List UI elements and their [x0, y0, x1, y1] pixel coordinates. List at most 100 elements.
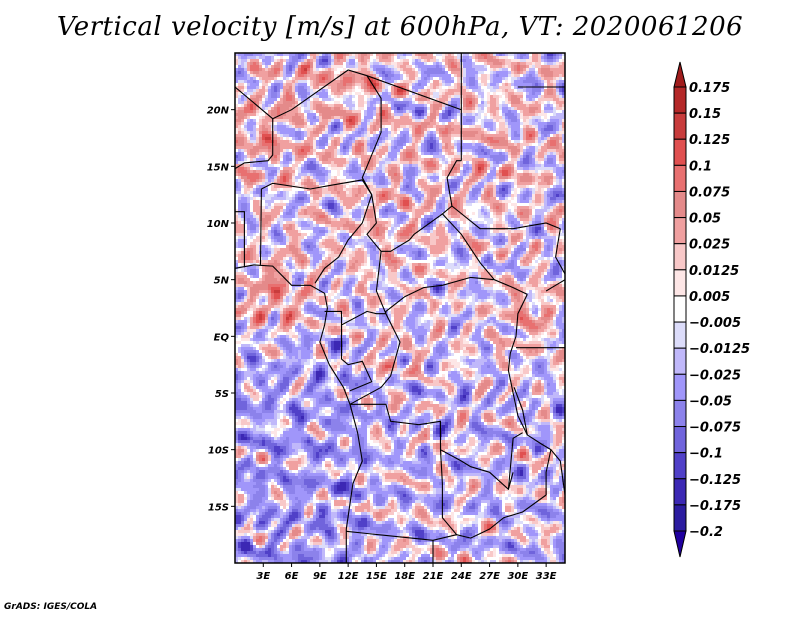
- field-cell: [526, 107, 529, 110]
- field-cell: [541, 59, 544, 62]
- field-cell: [475, 113, 478, 116]
- field-cell: [277, 62, 280, 65]
- field-cell: [397, 71, 400, 74]
- field-cell: [352, 62, 355, 65]
- field-cell: [349, 80, 352, 83]
- field-cell: [286, 146, 289, 149]
- field-cell: [451, 56, 454, 59]
- field-cell: [253, 110, 256, 113]
- field-cell: [256, 119, 259, 122]
- field-cell: [547, 164, 550, 167]
- field-cell: [424, 110, 427, 113]
- field-cell: [559, 173, 562, 176]
- field-cell: [490, 152, 493, 155]
- field-cell: [256, 170, 259, 173]
- field-cell: [274, 71, 277, 74]
- field-cell: [451, 176, 454, 179]
- field-cell: [451, 158, 454, 161]
- field-cell: [430, 137, 433, 140]
- field-cell: [319, 134, 322, 137]
- field-cell: [310, 122, 313, 125]
- field-cell: [292, 170, 295, 173]
- field-cell: [397, 140, 400, 143]
- field-cell: [325, 122, 328, 125]
- field-cell: [274, 68, 277, 71]
- field-cell: [517, 170, 520, 173]
- field-cell: [436, 65, 439, 68]
- field-cell: [466, 77, 469, 80]
- field-cell: [385, 125, 388, 128]
- field-cell: [319, 56, 322, 59]
- field-cell: [286, 122, 289, 125]
- field-cell: [469, 182, 472, 185]
- field-cell: [259, 158, 262, 161]
- field-cell: [469, 80, 472, 83]
- field-cell: [283, 152, 286, 155]
- field-cell: [367, 53, 370, 56]
- field-cell: [550, 116, 553, 119]
- field-cell: [421, 71, 424, 74]
- field-cell: [529, 185, 532, 188]
- field-cell: [343, 188, 346, 191]
- field-cell: [544, 53, 547, 56]
- field-cell: [337, 185, 340, 188]
- field-cell: [394, 65, 397, 68]
- field-cell: [331, 152, 334, 155]
- field-cell: [358, 134, 361, 137]
- field-cell: [355, 128, 358, 131]
- field-cell: [274, 110, 277, 113]
- field-cell: [304, 68, 307, 71]
- field-cell: [373, 185, 376, 188]
- field-cell: [562, 62, 565, 65]
- field-cell: [439, 71, 442, 74]
- field-cell: [310, 74, 313, 77]
- field-cell: [379, 62, 382, 65]
- field-cell: [298, 173, 301, 176]
- field-cell: [544, 161, 547, 164]
- field-cell: [496, 176, 499, 179]
- field-cell: [391, 104, 394, 107]
- field-cell: [502, 119, 505, 122]
- field-cell: [247, 188, 250, 191]
- field-cell: [244, 122, 247, 125]
- field-cell: [301, 65, 304, 68]
- field-cell: [358, 149, 361, 152]
- field-cell: [328, 188, 331, 191]
- field-cell: [544, 68, 547, 71]
- field-cell: [439, 53, 442, 56]
- field-cell: [475, 167, 478, 170]
- field-cell: [508, 122, 511, 125]
- field-cell: [433, 176, 436, 179]
- field-cell: [376, 65, 379, 68]
- field-cell: [256, 68, 259, 71]
- field-cell: [517, 158, 520, 161]
- field-cell: [445, 59, 448, 62]
- field-cell: [379, 164, 382, 167]
- field-cell: [289, 140, 292, 143]
- field-cell: [382, 176, 385, 179]
- field-cell: [433, 140, 436, 143]
- field-cell: [301, 92, 304, 95]
- field-cell: [403, 110, 406, 113]
- field-cell: [340, 173, 343, 176]
- field-cell: [559, 110, 562, 113]
- field-cell: [436, 83, 439, 86]
- field-cell: [370, 116, 373, 119]
- field-cell: [316, 56, 319, 59]
- field-cell: [448, 128, 451, 131]
- field-cell: [304, 113, 307, 116]
- field-cell: [403, 62, 406, 65]
- field-cell: [361, 188, 364, 191]
- field-cell: [253, 65, 256, 68]
- field-cell: [430, 131, 433, 134]
- field-cell: [310, 188, 313, 191]
- field-cell: [352, 167, 355, 170]
- field-cell: [430, 161, 433, 164]
- field-cell: [337, 86, 340, 89]
- field-cell: [331, 113, 334, 116]
- field-cell: [559, 161, 562, 164]
- field-cell: [325, 182, 328, 185]
- field-cell: [382, 86, 385, 89]
- field-cell: [466, 62, 469, 65]
- field-cell: [454, 179, 457, 182]
